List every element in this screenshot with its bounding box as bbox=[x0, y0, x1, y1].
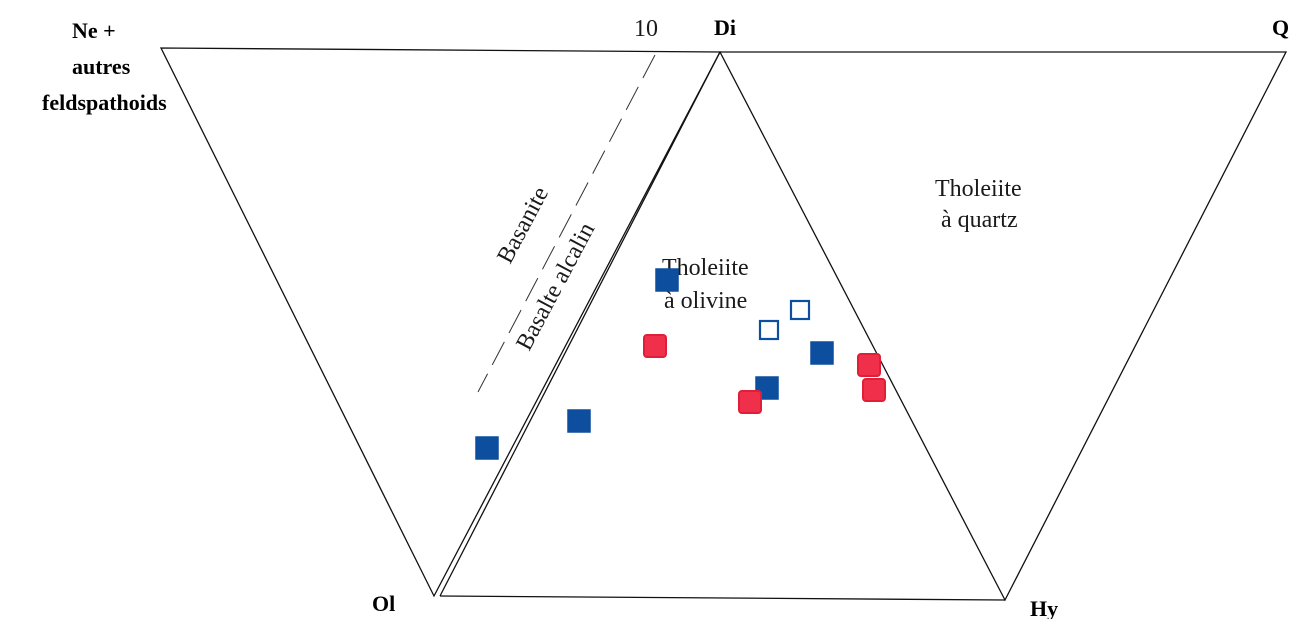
ol-hy-line bbox=[439, 595, 1006, 601]
sample-marker-blue-filled bbox=[810, 341, 834, 365]
vertex-label-ne: feldspathoids bbox=[42, 90, 167, 115]
sample-marker-red-filled bbox=[857, 353, 881, 377]
vertex-label-q: Q bbox=[1272, 15, 1289, 40]
sample-marker-red-filled bbox=[643, 334, 667, 358]
vertex-label-ol: Ol bbox=[372, 591, 395, 616]
ne-di-ol-triangle bbox=[159, 47, 722, 598]
tick-label-10: 10 bbox=[634, 16, 658, 42]
sample-markers bbox=[475, 268, 886, 460]
vertex-label-hy: Hy bbox=[1030, 596, 1058, 619]
field-label-tholeiite-olivine: à olivine bbox=[664, 288, 747, 314]
vertex-label-di: Di bbox=[714, 15, 736, 40]
field-label-tholeiite-quartz: Tholeiite bbox=[935, 176, 1022, 202]
sample-marker-blue-filled bbox=[655, 268, 679, 292]
sample-marker-blue-open bbox=[789, 299, 811, 321]
di-q-hy-triangle bbox=[718, 51, 1288, 602]
vertex-label-ne: autres bbox=[72, 54, 131, 79]
field-label-basanite: Basanite bbox=[492, 183, 554, 268]
sample-marker-red-filled bbox=[862, 378, 886, 402]
sample-marker-blue-filled bbox=[475, 436, 499, 460]
sample-marker-blue-filled bbox=[567, 409, 591, 433]
basanite-boundary-dashed-line bbox=[477, 54, 656, 393]
di-ol-double-line bbox=[439, 51, 721, 597]
vertex-label-ne: Ne + bbox=[72, 18, 116, 43]
sample-marker-blue-open bbox=[758, 319, 780, 341]
sample-marker-red-filled bbox=[738, 390, 762, 414]
field-label-tholeiite-quartz: à quartz bbox=[941, 207, 1018, 233]
